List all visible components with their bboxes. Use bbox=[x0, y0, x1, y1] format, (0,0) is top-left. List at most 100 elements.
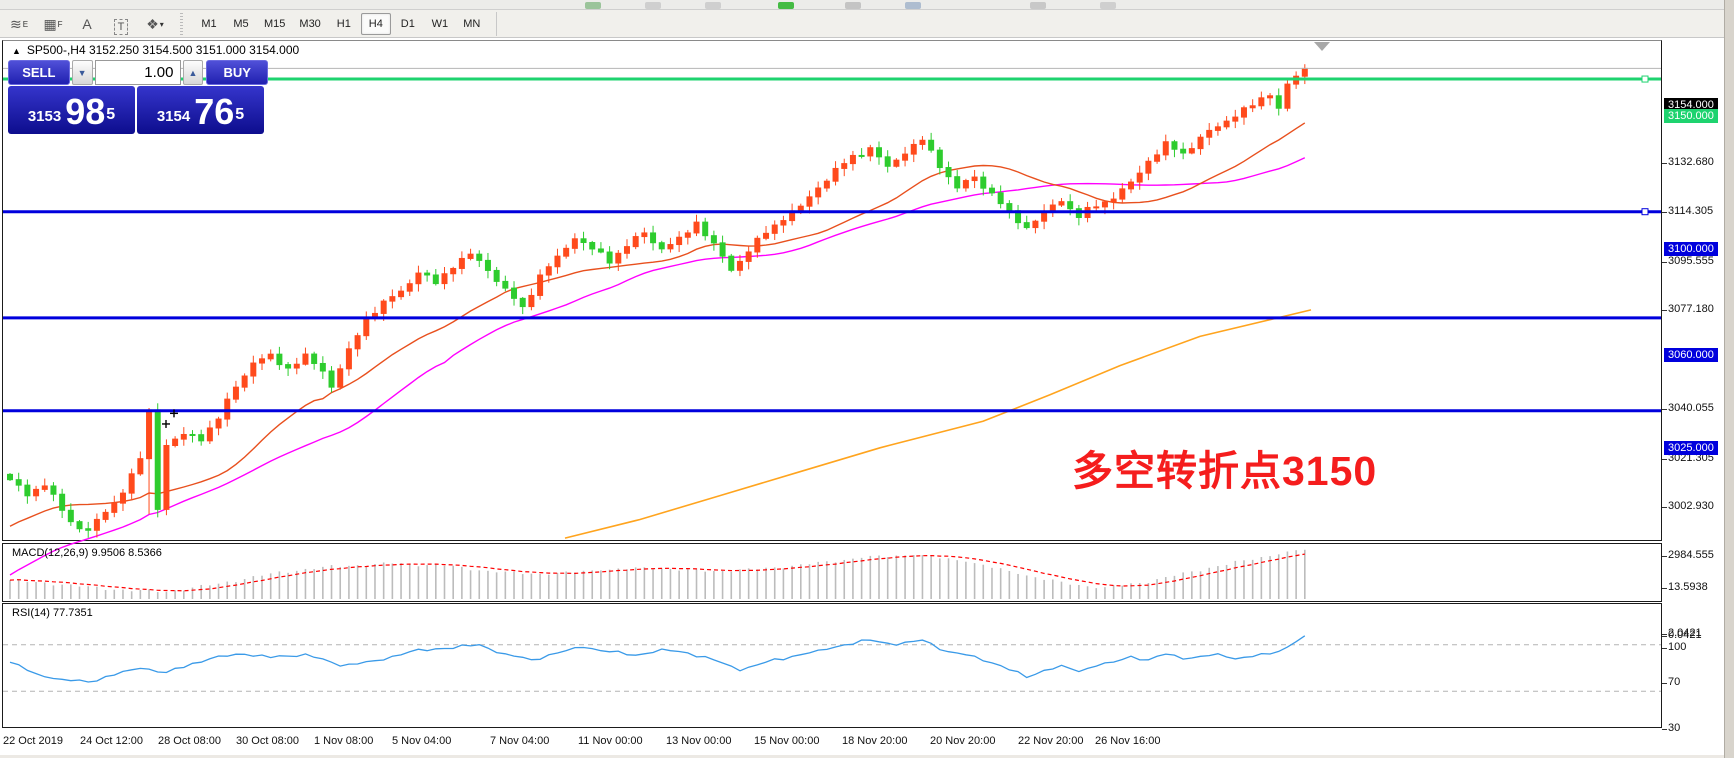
macd-indicator-label: MACD(12,26,9) 9.9506 8.5366 bbox=[12, 547, 162, 559]
time-axis-label: 18 Nov 20:00 bbox=[842, 735, 908, 747]
collapse-quote-icon[interactable]: ▲ bbox=[12, 46, 21, 56]
candlestick bbox=[710, 235, 717, 244]
candlestick bbox=[1162, 141, 1169, 156]
bid-price-box[interactable]: 3153 98 5 bbox=[8, 86, 135, 134]
candlestick bbox=[1232, 116, 1239, 122]
candlestick bbox=[1214, 126, 1221, 131]
timeframe-group: M1 M5 M15 M30 H1 H4 D1 W1 MN bbox=[193, 12, 488, 35]
candlestick bbox=[380, 300, 387, 314]
timeframe-button-m15[interactable]: M15 bbox=[264, 17, 286, 30]
candlestick bbox=[363, 317, 370, 337]
axis-tick bbox=[1662, 635, 1667, 637]
candlestick bbox=[693, 221, 700, 234]
candlestick bbox=[1067, 201, 1074, 210]
candlestick bbox=[1258, 97, 1265, 107]
scroll-to-end-marker[interactable] bbox=[1314, 42, 1330, 51]
volume-increase-button[interactable]: ▲ bbox=[182, 60, 204, 85]
volume-decrease-button[interactable]: ▼ bbox=[71, 60, 93, 85]
price-axis-label: 3095.555 bbox=[1668, 254, 1714, 267]
candlestick bbox=[1119, 188, 1126, 200]
text-label-tool-glyph: A bbox=[82, 15, 92, 32]
candlestick bbox=[1284, 83, 1291, 109]
candlestick bbox=[302, 353, 309, 365]
timeframe-button-m30[interactable]: M30 bbox=[299, 17, 321, 30]
candlestick bbox=[1136, 172, 1143, 183]
buy-button[interactable]: BUY bbox=[206, 60, 268, 85]
timeframe-button-m5[interactable]: M5 bbox=[233, 17, 249, 30]
candlestick bbox=[59, 493, 66, 511]
candlestick bbox=[450, 267, 457, 275]
time-axis-label: 22 Nov 20:00 bbox=[1018, 735, 1084, 747]
candlestick bbox=[172, 438, 179, 446]
candlestick bbox=[206, 427, 213, 442]
rsi-axis-label: 30 bbox=[1668, 722, 1681, 735]
slow-ma-line bbox=[564, 309, 1312, 539]
candlestick bbox=[41, 485, 48, 490]
chart-canvas[interactable] bbox=[0, 38, 1662, 758]
timeframe-button-mn[interactable]: MN bbox=[463, 17, 481, 30]
axis-tick bbox=[1662, 211, 1667, 213]
candlestick bbox=[319, 362, 326, 372]
candlestick bbox=[215, 418, 222, 429]
clipped-toolbar-icon bbox=[645, 2, 661, 9]
price-axis-label: 3077.180 bbox=[1668, 303, 1714, 316]
candlestick bbox=[667, 244, 674, 250]
support-line-3100-handle[interactable] bbox=[1641, 208, 1649, 216]
sell-button[interactable]: SELL bbox=[8, 60, 70, 85]
chart-window[interactable]: ▲ SP500-,H4 3152.250 3154.500 3151.000 31… bbox=[0, 38, 1734, 758]
macd-signal-line bbox=[9, 553, 1305, 592]
candlestick bbox=[597, 248, 604, 253]
candlestick bbox=[1093, 206, 1100, 209]
candlestick bbox=[823, 180, 830, 189]
candlestick bbox=[1154, 154, 1161, 162]
clipped-toolbar-icon bbox=[1030, 2, 1046, 9]
chart-text-annotation[interactable]: 多空转折点3150 bbox=[1072, 448, 1378, 494]
timeframe-button-h4[interactable]: H4 bbox=[360, 12, 391, 35]
time-axis[interactable]: 22 Oct 2019 24 Oct 12:00 28 Oct 08:00 30 Oc… bbox=[0, 728, 1662, 758]
candlestick bbox=[111, 502, 118, 513]
timeframe-button-d1[interactable]: D1 bbox=[400, 17, 415, 30]
ohlc-text: SP500-,H4 3152.250 3154.500 3151.000 315… bbox=[26, 43, 300, 57]
candlestick bbox=[658, 242, 665, 250]
candlestick bbox=[7, 473, 13, 481]
candlestick bbox=[511, 287, 518, 299]
axis-tick bbox=[1662, 682, 1667, 684]
candlestick bbox=[867, 147, 874, 157]
candlestick bbox=[623, 246, 630, 254]
price-axis-label: 3002.930 bbox=[1668, 500, 1714, 513]
text-label-tool[interactable]: A bbox=[72, 12, 102, 36]
toolbar-grip[interactable] bbox=[180, 12, 187, 35]
candlestick bbox=[1023, 222, 1030, 229]
support-line-3150-handle[interactable] bbox=[1641, 75, 1649, 83]
rsi-pane[interactable] bbox=[2, 603, 1662, 728]
axis-tick bbox=[1662, 163, 1667, 164]
candlestick bbox=[936, 149, 943, 169]
candlestick bbox=[615, 252, 622, 264]
candlestick bbox=[50, 485, 57, 495]
candlestick bbox=[1206, 129, 1213, 138]
timeframe-button-h1[interactable]: H1 bbox=[336, 17, 351, 30]
time-axis-label: 30 Oct 08:00 bbox=[236, 735, 299, 747]
axis-tick bbox=[1662, 408, 1667, 410]
candlestick bbox=[354, 335, 361, 350]
ask-price-box[interactable]: 3154 76 5 bbox=[137, 86, 264, 134]
candlestick bbox=[876, 147, 882, 158]
candlestick bbox=[563, 247, 570, 257]
candlestick bbox=[476, 253, 483, 261]
timeframe-button-w1[interactable]: W1 bbox=[431, 17, 449, 30]
price-axis-label: 3040.055 bbox=[1668, 401, 1714, 414]
candlestick bbox=[33, 488, 40, 497]
candlestick bbox=[146, 409, 153, 460]
text-box-tool[interactable]: T bbox=[106, 12, 136, 36]
timeframe-button-m1[interactable]: M1 bbox=[201, 17, 217, 30]
candlestick bbox=[771, 224, 778, 234]
volume-input[interactable] bbox=[94, 60, 181, 85]
candlestick bbox=[119, 492, 126, 504]
fibonacci-grid-tool[interactable]: ▦ F bbox=[38, 12, 68, 36]
candlestick bbox=[93, 518, 100, 531]
candlestick bbox=[910, 143, 917, 155]
price-tag-3100.000: 3100.000 bbox=[1664, 241, 1718, 256]
elliott-wave-tool[interactable]: ≋ E bbox=[4, 12, 34, 36]
arrows-tool[interactable]: ❖ ▾ bbox=[140, 12, 170, 36]
price-axis-label: 3114.305 bbox=[1668, 204, 1714, 217]
